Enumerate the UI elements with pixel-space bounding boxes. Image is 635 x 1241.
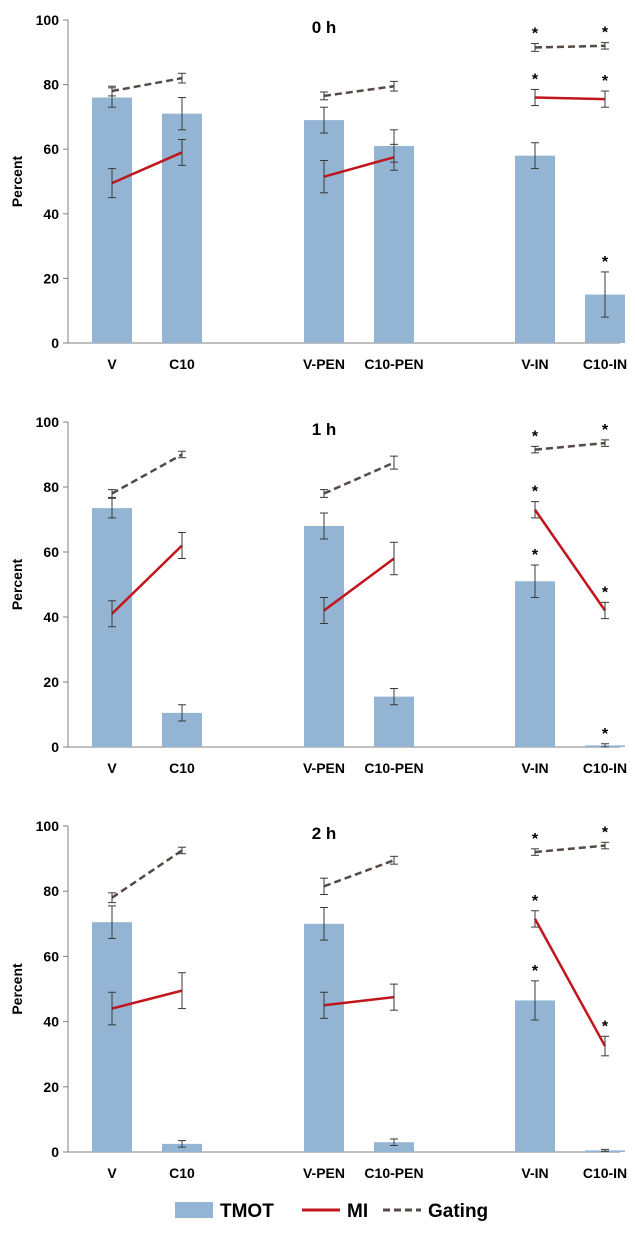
x-tick-label: C10 bbox=[169, 760, 195, 776]
x-tick-label: V-PEN bbox=[303, 356, 345, 372]
y-tick-label: 40 bbox=[43, 206, 59, 222]
gating-line-segment bbox=[534, 441, 606, 451]
gating-significance-marker: * bbox=[532, 26, 539, 43]
tmot-bar bbox=[92, 508, 132, 747]
tmot-bar bbox=[374, 145, 414, 343]
gating-significance-marker: * bbox=[602, 25, 609, 42]
gating-line-segment bbox=[323, 859, 395, 888]
legend-tmot-label: TMOT bbox=[220, 1201, 274, 1222]
y-tick-label: 20 bbox=[43, 270, 59, 286]
tmot-bar bbox=[92, 97, 132, 344]
gating-significance-marker: * bbox=[532, 831, 539, 848]
mi-line-segment bbox=[533, 509, 607, 612]
y-tick-label: 0 bbox=[51, 739, 59, 755]
y-tick-label: 80 bbox=[43, 479, 59, 495]
y-axis-label: Percent bbox=[9, 155, 25, 207]
gating-line-segment bbox=[111, 849, 183, 899]
y-axis-label: Percent bbox=[9, 558, 25, 610]
gating-line-segment bbox=[111, 453, 183, 495]
y-tick-label: 80 bbox=[43, 77, 59, 93]
chart-panel-1: 0 20 40 60 80 100 Percent 1 h V C10 V-PEN C10-PEN V-… bbox=[9, 414, 627, 776]
y-tick-label: 100 bbox=[36, 414, 60, 430]
mi-significance-marker: * bbox=[602, 1018, 609, 1035]
gating-line-segment bbox=[323, 84, 395, 98]
y-tick-label: 60 bbox=[43, 141, 59, 157]
chart-panel-0: 0 20 40 60 80 100 Percent 0 h V C10 V-PEN C10-PEN V-… bbox=[9, 12, 627, 372]
gating-significance-marker: * bbox=[602, 824, 609, 841]
y-tick-label: 60 bbox=[43, 544, 59, 560]
legend-mi-label: MI bbox=[347, 1201, 368, 1222]
gating-line-segment bbox=[323, 461, 395, 495]
x-tick-label: C10-IN bbox=[583, 1165, 627, 1181]
chart-title: 1 h bbox=[312, 420, 337, 439]
gating-line-segment bbox=[111, 76, 183, 93]
x-tick-label: C10-PEN bbox=[364, 356, 423, 372]
y-tick-label: 20 bbox=[43, 674, 59, 690]
mi-line-segment bbox=[111, 544, 183, 615]
x-tick-label: V-PEN bbox=[303, 760, 345, 776]
y-tick-label: 100 bbox=[36, 818, 60, 834]
x-tick-label: V bbox=[107, 760, 117, 776]
mi-significance-marker: * bbox=[532, 71, 539, 88]
tmot-significance-marker: * bbox=[602, 254, 609, 271]
x-tick-label: V bbox=[107, 356, 117, 372]
mi-line-segment bbox=[534, 96, 606, 101]
tmot-bar bbox=[515, 155, 555, 343]
x-tick-label: C10-IN bbox=[583, 760, 627, 776]
tmot-significance-marker: * bbox=[532, 963, 539, 980]
tmot-significance-marker: * bbox=[602, 726, 609, 743]
gating-line-segment bbox=[534, 844, 606, 854]
x-tick-label: V-IN bbox=[521, 760, 548, 776]
mi-line-segment bbox=[323, 995, 395, 1007]
mi-significance-marker: * bbox=[602, 73, 609, 90]
mi-line-segment bbox=[323, 156, 395, 178]
y-tick-label: 20 bbox=[43, 1079, 59, 1095]
legend-gating-label: Gating bbox=[428, 1201, 488, 1222]
tmot-bar bbox=[515, 1000, 555, 1152]
y-axis-label: Percent bbox=[9, 963, 25, 1015]
x-tick-label: C10-PEN bbox=[364, 760, 423, 776]
x-tick-label: V-IN bbox=[521, 356, 548, 372]
x-tick-label: C10 bbox=[169, 356, 195, 372]
tmot-bar bbox=[304, 923, 344, 1152]
mi-line-segment bbox=[111, 989, 183, 1010]
chart-title: 2 h bbox=[312, 824, 337, 843]
chart-panel-2: 0 20 40 60 80 100 Percent 2 h V C10 V-PEN C10-PEN V-… bbox=[9, 818, 627, 1181]
tmot-bar bbox=[374, 1142, 414, 1152]
gating-significance-marker: * bbox=[602, 422, 609, 439]
y-tick-label: 100 bbox=[36, 12, 60, 28]
x-tick-label: C10-PEN bbox=[364, 1165, 423, 1181]
tmot-bar bbox=[515, 581, 555, 747]
mi-significance-marker: * bbox=[532, 893, 539, 910]
x-tick-label: C10-IN bbox=[583, 356, 627, 372]
y-tick-label: 40 bbox=[43, 1014, 59, 1030]
tmot-bar bbox=[304, 526, 344, 747]
x-tick-label: C10 bbox=[169, 1165, 195, 1181]
y-tick-label: 0 bbox=[51, 1144, 59, 1160]
mi-line-segment bbox=[323, 557, 395, 612]
x-tick-label: V-IN bbox=[521, 1165, 548, 1181]
mi-significance-marker: * bbox=[602, 584, 609, 601]
tmot-bar bbox=[304, 120, 344, 343]
tmot-bar bbox=[162, 1143, 202, 1152]
y-tick-label: 0 bbox=[51, 335, 59, 351]
y-tick-label: 80 bbox=[43, 883, 59, 899]
tmot-significance-marker: * bbox=[532, 547, 539, 564]
chart-title: 0 h bbox=[312, 18, 337, 37]
mi-significance-marker: * bbox=[532, 484, 539, 501]
x-tick-label: V bbox=[107, 1165, 117, 1181]
mi-line-segment bbox=[111, 151, 183, 185]
x-tick-label: V-PEN bbox=[303, 1165, 345, 1181]
gating-line-segment bbox=[534, 44, 606, 49]
gating-significance-marker: * bbox=[532, 428, 539, 445]
legend-tmot-swatch bbox=[175, 1202, 213, 1218]
mi-line-segment bbox=[533, 918, 607, 1047]
tmot-bar bbox=[92, 922, 132, 1152]
y-tick-label: 60 bbox=[43, 948, 59, 964]
y-tick-label: 40 bbox=[43, 609, 59, 625]
legend: TMOT MI Gating bbox=[175, 1201, 488, 1222]
